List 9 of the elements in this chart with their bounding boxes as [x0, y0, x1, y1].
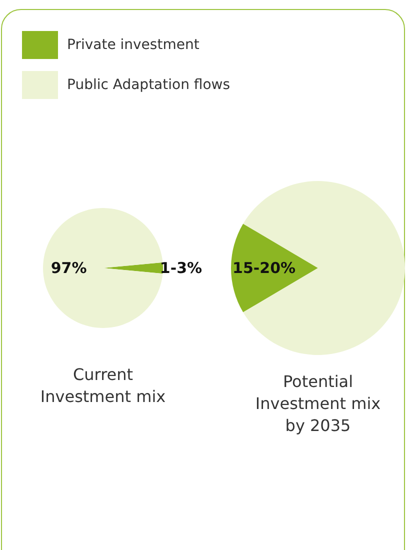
pie-slice	[43, 208, 163, 328]
text: 15-20%	[232, 259, 296, 277]
data-label: 97%	[50, 259, 87, 277]
pie-slice	[103, 262, 163, 274]
pie-slice	[231, 224, 318, 312]
legend-label: Private investment	[67, 37, 200, 53]
text: Current Investment mix	[39, 364, 167, 408]
text: Potential Investment mix by 2035	[254, 371, 382, 437]
legend-label: Public Adaptation flows	[67, 77, 230, 93]
